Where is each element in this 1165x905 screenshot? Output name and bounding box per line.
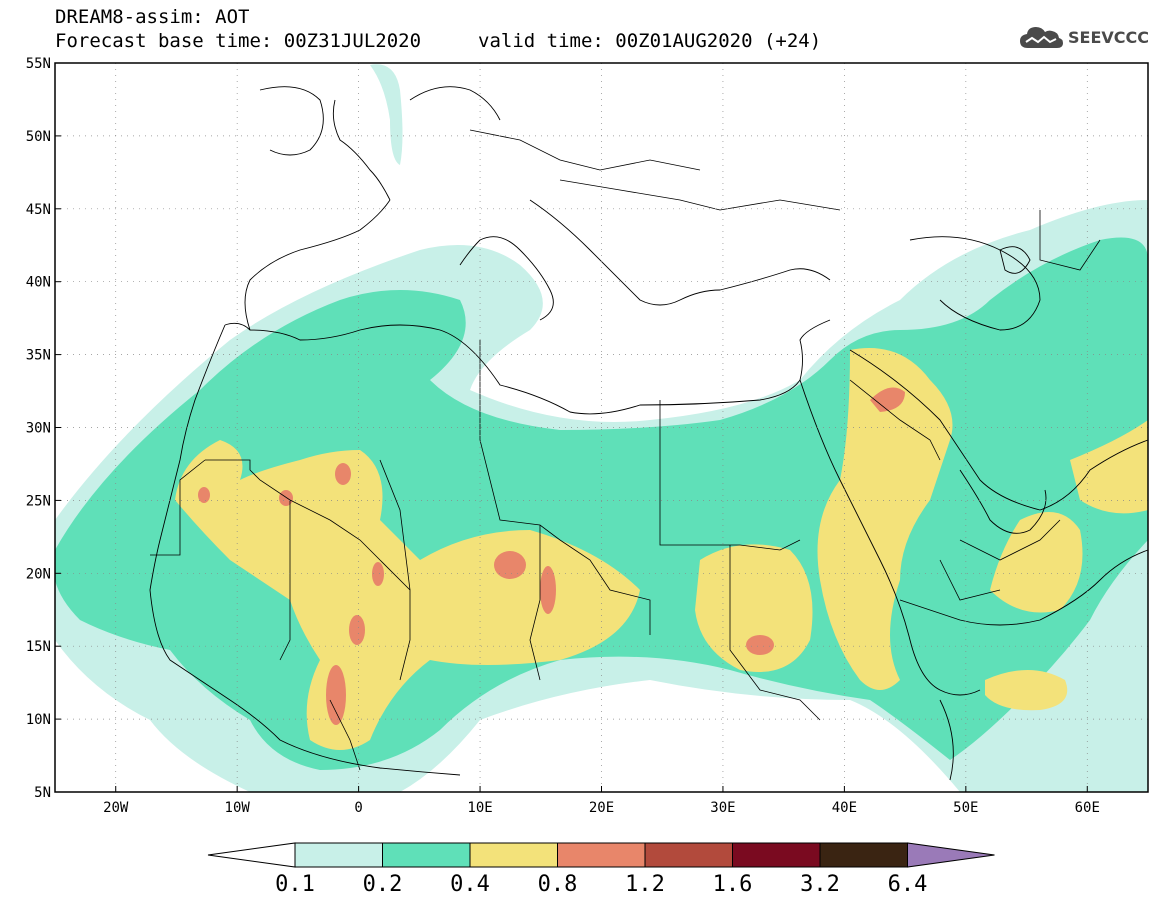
lon-tick-label: 50E	[953, 800, 978, 816]
lon-tick-label: 0	[354, 800, 362, 816]
lon-tick-label: 20E	[589, 800, 614, 816]
colorbar-segment	[819, 842, 908, 868]
lon-tick-label: 10E	[467, 800, 492, 816]
cloud-icon	[1020, 27, 1063, 48]
seevccc-logo: SEEVCCC	[1018, 24, 1149, 50]
lat-tick-label: 10N	[26, 712, 51, 728]
lat-tick-label: 35N	[26, 348, 51, 364]
colorbar-segment	[557, 842, 646, 868]
aot-band-0.8-h	[372, 562, 384, 586]
colorbar-label: 1.2	[625, 872, 665, 897]
colorbar-over-arrow	[907, 842, 995, 868]
gridlines	[55, 63, 1148, 792]
aot-contours	[55, 64, 1148, 792]
valid-time: valid time: 00Z01AUG2020 (+24)	[478, 30, 822, 52]
colorbar-label: 1.6	[713, 872, 753, 897]
colorbar-label: 0.4	[450, 872, 490, 897]
aot-band-0.4-east	[695, 544, 813, 672]
colorbar-segment	[294, 842, 383, 868]
aot-band-0.4-somalia	[985, 670, 1068, 711]
borders	[150, 129, 1101, 771]
forecast-base-time: Forecast base time: 00Z31JUL2020	[55, 30, 422, 52]
aot-band-0.8-i	[198, 487, 210, 503]
colorbar-segment	[644, 842, 733, 868]
lat-tick-label: 5N	[34, 785, 51, 801]
logo-text: SEEVCCC	[1068, 27, 1149, 47]
lat-tick-label: 50N	[26, 129, 51, 145]
colorbar-under-arrow	[207, 842, 296, 868]
aot-band-0.4-west	[175, 440, 640, 750]
lon-tick-label: 20W	[103, 800, 129, 816]
aot-band-0.8-d	[540, 566, 556, 614]
aot-band-0.8-b	[335, 463, 351, 485]
lat-tick-label: 20N	[26, 566, 51, 582]
colorbar-segment	[382, 842, 471, 868]
colorbar-label: 0.1	[275, 872, 315, 897]
aot-band-0.4-arabia	[817, 348, 953, 690]
aot-band-0.8-j	[279, 490, 293, 506]
lat-tick-label: 55N	[26, 56, 51, 72]
lat-tick-label: 25N	[26, 493, 51, 509]
aot-band-0.8-e	[349, 615, 365, 645]
colorbar-segment	[469, 842, 558, 868]
latitude-axis: 55N 50N 45N 40N 35N 30N 25N 20N 15N 10N 5N	[26, 56, 61, 801]
aot-band-0.8-a	[870, 387, 905, 412]
longitude-axis: 20W 10W 0 10E 20E 30E 40E 50E 60E	[103, 786, 1100, 816]
lon-tick-label: 10W	[225, 800, 251, 816]
lon-tick-label: 30E	[710, 800, 735, 816]
aot-band-0.4-oman	[990, 512, 1083, 613]
aot-band-0.8-c	[494, 551, 526, 579]
lat-tick-label: 30N	[26, 421, 51, 437]
colorbar-segment	[732, 842, 821, 868]
lon-tick-label: 60E	[1075, 800, 1100, 816]
aot-band-0.1-north	[370, 64, 403, 165]
colorbar-label: 0.2	[363, 872, 403, 897]
aot-band-0.8-f	[326, 665, 346, 725]
colorbar-label: 0.8	[538, 872, 578, 897]
lon-tick-label: 40E	[832, 800, 857, 816]
colorbar: 0.1 0.2 0.4 0.8 1.2 1.6 3.2 6.4	[207, 842, 995, 897]
lat-tick-label: 15N	[26, 639, 51, 655]
colorbar-label: 3.2	[800, 872, 840, 897]
lat-tick-label: 45N	[26, 202, 51, 218]
aot-band-0.4-iran	[1070, 420, 1148, 514]
coastlines	[149, 86, 1148, 781]
lat-tick-label: 40N	[26, 275, 51, 291]
colorbar-label: 6.4	[888, 872, 928, 897]
chart-title: DREAM8-assim: AOT	[55, 6, 250, 28]
aot-band-0.8-g	[746, 635, 774, 655]
